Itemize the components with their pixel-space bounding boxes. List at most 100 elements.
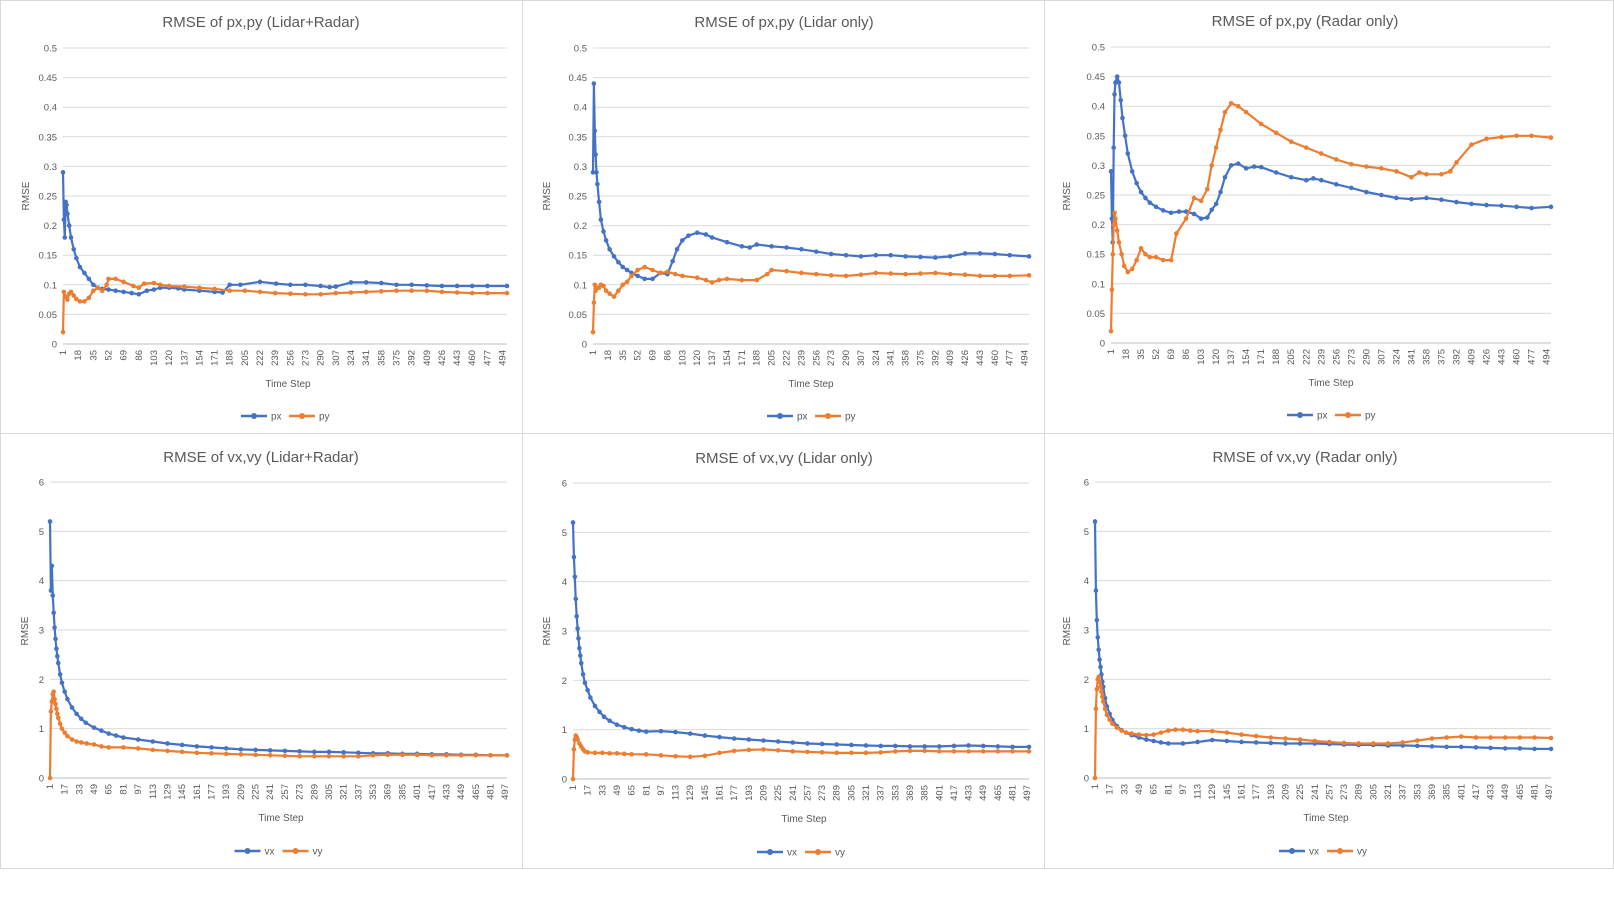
data-point-vy bbox=[194, 750, 200, 756]
data-point-vy bbox=[1100, 694, 1105, 699]
data-point-py bbox=[454, 290, 460, 295]
data-point-py bbox=[95, 285, 101, 291]
data-point-py bbox=[485, 290, 490, 296]
data-point-px bbox=[703, 232, 709, 237]
data-point-vy bbox=[121, 745, 126, 750]
data-point-vy bbox=[1093, 706, 1099, 712]
legend-marker-vx bbox=[767, 849, 773, 855]
y-tick-label: 0.45 bbox=[569, 73, 588, 84]
x-tick-label: 120 bbox=[164, 350, 175, 366]
data-point-vx bbox=[1283, 741, 1288, 746]
data-point-vy bbox=[1415, 738, 1420, 743]
data-point-py bbox=[77, 299, 83, 304]
legend-marker-vy bbox=[815, 849, 821, 855]
data-point-px bbox=[91, 282, 96, 288]
data-point-vy bbox=[473, 753, 479, 758]
legend-label-px: px bbox=[797, 412, 808, 423]
data-point-px bbox=[1228, 163, 1234, 168]
x-tick-label: 257 bbox=[1324, 784, 1335, 800]
x-tick-label: 460 bbox=[467, 350, 478, 366]
data-point-vx bbox=[51, 610, 56, 616]
data-point-vy bbox=[1097, 679, 1102, 685]
data-point-vx bbox=[1429, 744, 1435, 749]
data-point-px bbox=[709, 235, 715, 240]
data-point-px bbox=[686, 233, 691, 238]
y-tick-label: 0.35 bbox=[569, 132, 588, 143]
data-point-vy bbox=[614, 751, 620, 756]
data-point-px bbox=[86, 276, 92, 282]
data-point-py bbox=[933, 270, 938, 276]
data-point-px bbox=[454, 283, 460, 289]
data-point-px bbox=[71, 246, 76, 252]
data-point-vx bbox=[834, 742, 840, 747]
data-point-vy bbox=[1283, 736, 1288, 741]
y-tick-label: 0.15 bbox=[569, 251, 588, 262]
y-axis: 0 1 2 3 4 5 6 bbox=[1084, 478, 1551, 785]
data-point-vx bbox=[629, 726, 634, 732]
data-point-vy bbox=[53, 701, 58, 707]
data-point-px bbox=[1243, 166, 1249, 171]
data-point-vx bbox=[574, 613, 579, 619]
x-tick-label: 409 bbox=[945, 350, 956, 366]
data-point-py bbox=[1228, 100, 1234, 106]
legend-marker-py bbox=[299, 413, 305, 419]
x-tick-label: 241 bbox=[788, 785, 799, 801]
x-tick-label: 52 bbox=[633, 350, 644, 361]
data-point-vx bbox=[1297, 741, 1303, 746]
data-point-py bbox=[703, 277, 709, 283]
y-tick-label: 0.1 bbox=[574, 280, 587, 291]
data-point-py bbox=[394, 288, 399, 294]
data-point-vy bbox=[57, 721, 63, 727]
data-point-vy bbox=[1143, 732, 1149, 738]
data-point-px bbox=[1205, 215, 1210, 220]
x-tick-label: 497 bbox=[500, 784, 511, 800]
x-tick-label: 375 bbox=[915, 350, 926, 366]
data-point-vy bbox=[731, 748, 737, 754]
y-tick-label: 0.3 bbox=[1092, 161, 1105, 172]
data-point-vy bbox=[621, 751, 627, 757]
data-point-py bbox=[1447, 169, 1453, 174]
x-axis: 1 18 35 52 69 86 103 120 137 154 171 188 205 222 239 25… bbox=[588, 350, 1031, 366]
data-point-py bbox=[591, 300, 597, 305]
data-point-vx bbox=[572, 574, 578, 580]
x-tick-label: 433 bbox=[1486, 784, 1497, 800]
data-point-py bbox=[166, 283, 172, 289]
data-point-vy bbox=[571, 747, 577, 752]
data-point-px bbox=[1007, 252, 1013, 258]
data-point-vy bbox=[790, 749, 796, 754]
data-point-py bbox=[1109, 287, 1115, 293]
x-tick-label: 385 bbox=[397, 784, 408, 800]
y-axis: 0 1 2 3 4 5 6 bbox=[562, 479, 1029, 786]
chart-panel-px-py-lidar-only: RMSE of px,py (Lidar only) 0 0.05 0.1 0.15 0.… bbox=[522, 0, 1045, 434]
data-point-vx bbox=[643, 729, 649, 734]
data-point-py bbox=[709, 280, 715, 285]
data-point-vy bbox=[878, 750, 883, 755]
data-point-vx bbox=[1094, 617, 1100, 623]
series-py bbox=[590, 264, 1032, 335]
legend: vx vy bbox=[757, 848, 845, 859]
legend: px py bbox=[241, 412, 330, 423]
y-tick-label: 0.3 bbox=[574, 162, 587, 173]
data-point-vy bbox=[1239, 732, 1244, 737]
data-point-py bbox=[1222, 109, 1228, 115]
y-axis-title: RMSE bbox=[542, 616, 553, 645]
x-tick-label: 256 bbox=[811, 350, 822, 366]
x-tick-label: 69 bbox=[119, 350, 130, 361]
data-point-py bbox=[1394, 169, 1399, 174]
data-point-vy bbox=[48, 709, 54, 714]
x-tick-label: 358 bbox=[376, 350, 387, 366]
data-point-py bbox=[1007, 273, 1013, 279]
data-point-vx bbox=[1010, 744, 1015, 750]
y-tick-label: 2 bbox=[39, 675, 44, 686]
legend: vx vy bbox=[234, 847, 323, 858]
y-axis: 0 1 2 3 4 5 6 bbox=[39, 478, 507, 785]
data-point-vx bbox=[951, 743, 957, 749]
chart-svg-1: RMSE of px,py (Lidar+Radar)00.050.10.150… bbox=[21, 14, 510, 423]
chart-svg-3: RMSE of px,py (Radar only) 0 0.05 0.1 0.15 0.… bbox=[1062, 13, 1554, 422]
data-point-vy bbox=[1099, 689, 1104, 694]
y-tick-label: 0.4 bbox=[44, 103, 57, 114]
data-point-vy bbox=[1532, 735, 1537, 740]
x-tick-label: 177 bbox=[207, 784, 218, 800]
data-point-py bbox=[74, 296, 79, 302]
data-point-vx bbox=[1532, 746, 1537, 752]
